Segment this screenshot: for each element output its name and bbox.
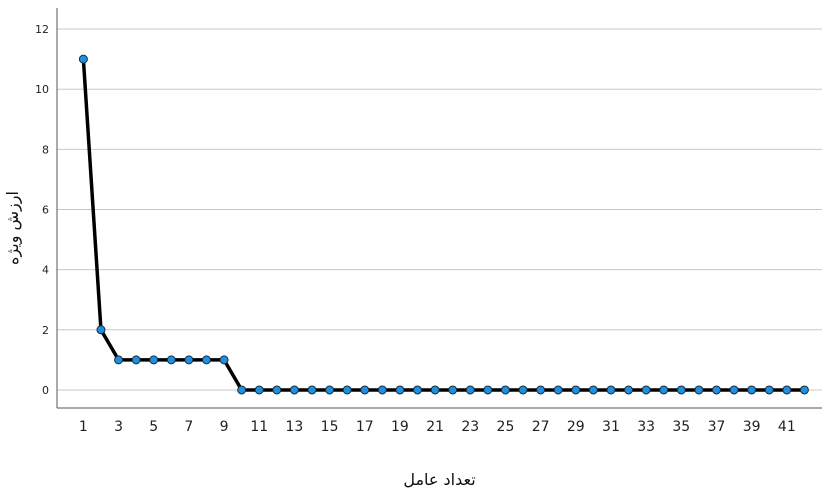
data-point (571, 385, 581, 395)
x-tick-label: 9 (220, 419, 229, 435)
x-tick-label: 1 (79, 419, 88, 435)
x-tick-label: 5 (149, 419, 158, 435)
data-point (395, 385, 405, 395)
y-tick-labels: 0 2 4 6 8 10 12 (35, 23, 49, 397)
data-point (711, 385, 721, 395)
x-tick-label: 37 (708, 419, 726, 435)
y-tick-label: 2 (42, 324, 49, 337)
data-point (342, 385, 352, 395)
data-point (536, 385, 546, 395)
x-tick-label: 3 (114, 419, 123, 435)
x-tick-label: 39 (743, 419, 761, 435)
x-tick-label: 7 (184, 419, 193, 435)
data-point (289, 385, 299, 395)
x-tick-label: 13 (285, 419, 303, 435)
x-tick-label: 15 (321, 419, 339, 435)
x-tick-label: 29 (567, 419, 585, 435)
x-tick-label: 41 (778, 419, 796, 435)
x-tick-label: 25 (497, 419, 515, 435)
data-point (78, 54, 88, 64)
data-point (624, 385, 634, 395)
data-point (729, 385, 739, 395)
data-point (448, 385, 458, 395)
data-point (219, 355, 229, 365)
data-point (272, 385, 282, 395)
data-point (659, 385, 669, 395)
data-point (676, 385, 686, 395)
data-point (588, 385, 598, 395)
y-axis-title: ارزش ویژه (3, 191, 23, 265)
x-tick-label: 21 (426, 419, 444, 435)
x-tick-label: 27 (532, 419, 550, 435)
y-tick-label: 6 (42, 204, 49, 217)
data-point (360, 385, 370, 395)
data-point (483, 385, 493, 395)
data-point (413, 385, 423, 395)
x-tick-label: 17 (356, 419, 374, 435)
data-point (114, 355, 124, 365)
y-tick-label: 8 (42, 143, 49, 156)
data-point (307, 385, 317, 395)
x-axis-title: تعداد عامل (403, 470, 475, 489)
grid-lines (57, 28, 822, 391)
data-point (430, 385, 440, 395)
series-line (81, 59, 805, 392)
x-tick-label: 11 (250, 419, 268, 435)
x-tick-label: 31 (602, 419, 620, 435)
data-point (799, 385, 809, 395)
data-point (553, 385, 563, 395)
data-point (377, 385, 387, 395)
data-point (96, 325, 106, 335)
data-point (325, 385, 335, 395)
y-tick-label: 12 (35, 23, 49, 36)
axes (56, 8, 822, 409)
y-tick-label: 4 (42, 264, 49, 277)
data-point (237, 385, 247, 395)
data-point (694, 385, 704, 395)
data-point (184, 355, 194, 365)
x-tick-labels: 1 3 5 7 9 11 13 15 17 19 21 23 25 27 29 31 33 35 37 39 41 (79, 419, 796, 435)
data-point (201, 355, 211, 365)
data-point (166, 355, 176, 365)
data-point (149, 355, 159, 365)
x-tick-label: 35 (672, 419, 690, 435)
data-point (518, 385, 528, 395)
data-point (465, 385, 475, 395)
data-point (500, 385, 510, 395)
x-tick-label: 23 (461, 419, 479, 435)
data-point (641, 385, 651, 395)
data-point (782, 385, 792, 395)
data-point (254, 385, 264, 395)
series (78, 54, 809, 395)
y-tick-label: 10 (35, 83, 49, 96)
data-point (131, 355, 141, 365)
data-point (747, 385, 757, 395)
x-tick-label: 33 (637, 419, 655, 435)
y-tick-label: 0 (42, 384, 49, 397)
x-tick-label: 19 (391, 419, 409, 435)
data-point (764, 385, 774, 395)
data-point (606, 385, 616, 395)
